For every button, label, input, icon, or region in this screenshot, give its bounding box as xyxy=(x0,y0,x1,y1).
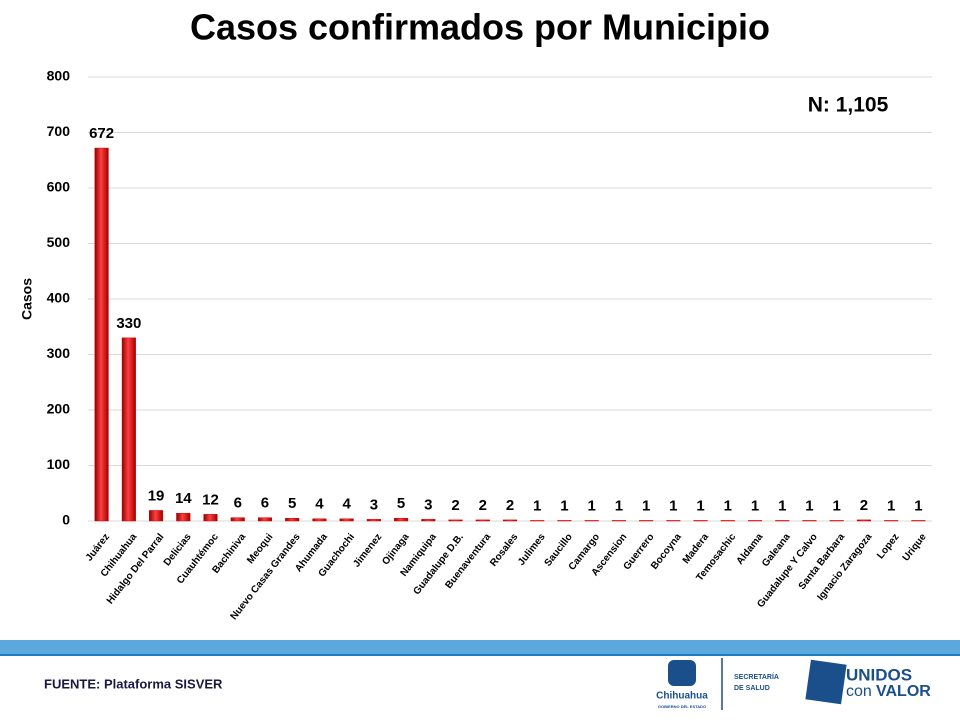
bar xyxy=(611,520,626,522)
bar xyxy=(693,520,708,522)
bar xyxy=(366,519,381,522)
x-tick-label: Juárez xyxy=(84,532,112,564)
logo-text: DE SALUD xyxy=(734,685,770,692)
data-label: 1 xyxy=(778,497,786,514)
bar xyxy=(530,520,545,522)
y-tick-label: 300 xyxy=(47,345,71,361)
data-label: 4 xyxy=(315,496,324,513)
logo-icon xyxy=(668,660,696,686)
logo-text: SECRETARÍA xyxy=(734,672,779,681)
bar xyxy=(720,520,735,522)
bar xyxy=(502,519,518,522)
bar xyxy=(94,147,109,522)
source: FUENTE: Plataforma SISVER xyxy=(44,676,223,691)
bar xyxy=(176,512,191,522)
chart-title: Casos confirmados por Municipio xyxy=(190,7,770,48)
bar xyxy=(557,520,572,522)
data-label: 1 xyxy=(533,497,541,514)
data-label: 6 xyxy=(234,495,242,512)
data-label: 330 xyxy=(116,315,141,332)
bar xyxy=(666,520,681,522)
y-tick-label: 700 xyxy=(47,123,71,139)
bar xyxy=(448,519,463,522)
bar xyxy=(747,520,763,522)
data-label: 2 xyxy=(451,497,459,514)
bar xyxy=(285,517,300,522)
bar xyxy=(203,514,218,522)
bar xyxy=(884,520,899,522)
data-label: 5 xyxy=(397,495,405,512)
data-label: 5 xyxy=(288,495,296,512)
logo-shape xyxy=(805,659,847,705)
data-label: 1 xyxy=(887,497,895,514)
logo-text: Chihuahua xyxy=(656,691,708,702)
annotation: N: 1,105 xyxy=(808,94,889,117)
data-label: 14 xyxy=(175,490,192,507)
y-tick-label: 800 xyxy=(47,68,71,84)
x-tick-label: Jimenez xyxy=(351,532,384,570)
bar xyxy=(339,518,354,522)
y-tick-label: 400 xyxy=(47,290,71,306)
bar xyxy=(911,520,926,522)
y-tick-label: 100 xyxy=(47,456,71,472)
data-label: 6 xyxy=(261,495,269,512)
bar xyxy=(149,510,164,522)
data-label: 19 xyxy=(148,487,165,504)
y-tick-label: 600 xyxy=(47,179,71,195)
bar xyxy=(829,520,844,522)
data-label: 1 xyxy=(588,497,596,514)
bar xyxy=(475,519,490,522)
logo-text: GOBIERNO DEL ESTADO xyxy=(658,704,706,709)
bar xyxy=(856,519,871,522)
bar xyxy=(230,517,245,522)
data-label: 1 xyxy=(696,497,704,514)
data-label: 3 xyxy=(370,496,378,513)
y-axis-label: Casos xyxy=(19,278,35,320)
data-label: 2 xyxy=(506,497,514,514)
bar xyxy=(312,518,327,522)
bar xyxy=(257,517,273,522)
data-label: 672 xyxy=(89,125,114,142)
data-label: 1 xyxy=(914,497,922,514)
data-label: 1 xyxy=(833,497,841,514)
x-tick-label: Lopez xyxy=(875,532,901,562)
logo-text: con xyxy=(846,683,872,700)
bar xyxy=(584,520,599,522)
bar xyxy=(421,519,436,522)
data-label: 1 xyxy=(724,497,732,514)
bar xyxy=(775,520,790,522)
data-label: 12 xyxy=(202,491,219,508)
footer-stripe xyxy=(0,640,960,654)
y-tick-label: 0 xyxy=(62,512,70,528)
x-tick-label: Urique xyxy=(901,531,929,563)
data-label: 1 xyxy=(669,497,677,514)
data-label: 2 xyxy=(479,497,487,514)
data-label: 1 xyxy=(615,497,623,514)
y-tick-label: 500 xyxy=(47,234,71,250)
bar xyxy=(802,520,817,522)
logo-text: UNIDOS xyxy=(846,665,912,684)
data-label: 1 xyxy=(805,497,813,514)
bar xyxy=(639,520,654,522)
y-tick-label: 200 xyxy=(47,401,71,417)
plot: 0100200300400500600700800672Juárez330Chi… xyxy=(47,68,932,622)
logo-text: VALOR xyxy=(876,683,931,700)
data-label: 1 xyxy=(560,497,568,514)
data-label: 4 xyxy=(342,496,351,513)
bar xyxy=(394,517,409,522)
data-label: 1 xyxy=(751,497,759,514)
x-tick-label: Rosales xyxy=(488,531,521,568)
footer-panel xyxy=(0,656,960,720)
data-label: 1 xyxy=(642,497,650,514)
data-label: 2 xyxy=(860,497,868,514)
bar xyxy=(121,337,136,522)
data-label: 3 xyxy=(424,496,432,513)
